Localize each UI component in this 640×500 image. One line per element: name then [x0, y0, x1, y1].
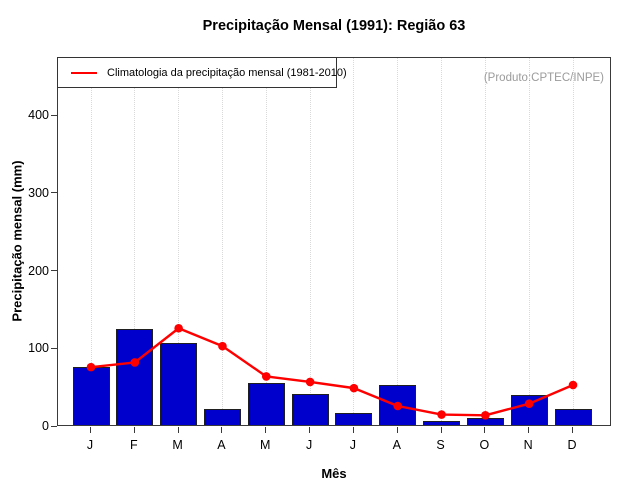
x-tick-label: O — [479, 438, 490, 452]
bar-month-4 — [203, 408, 241, 425]
x-tick — [133, 427, 135, 433]
gridline — [441, 58, 443, 425]
x-tick — [484, 427, 486, 433]
source-annotation: (Produto:CPTEC/INPE) — [483, 72, 604, 84]
x-tick-label: J — [305, 438, 313, 452]
y-tick — [51, 192, 57, 194]
climatology-line-layer — [86, 323, 578, 420]
gridline — [265, 58, 267, 425]
climatology-point — [174, 323, 183, 333]
climatology-point — [349, 383, 359, 393]
legend-line-sample — [71, 71, 97, 74]
bar-month-1 — [72, 367, 110, 425]
x-tick-label: D — [567, 438, 577, 452]
climatology-point — [393, 401, 403, 411]
x-tick — [440, 427, 442, 433]
climatology-point — [568, 380, 578, 390]
gridline — [353, 58, 355, 425]
gridline — [397, 58, 399, 425]
gridline — [572, 58, 574, 425]
y-tick-label: 200 — [28, 263, 49, 278]
climatology-point — [130, 358, 140, 367]
climatology-point — [524, 399, 534, 408]
climatology-point — [86, 362, 96, 372]
gridline — [178, 58, 180, 425]
x-tick — [90, 427, 91, 433]
gridline — [309, 58, 311, 425]
x-tick — [528, 427, 530, 433]
bar-month-6 — [291, 393, 329, 425]
x-tick — [221, 427, 223, 433]
gridline — [134, 58, 136, 425]
x-tick-label: A — [217, 438, 226, 452]
bar-month-5 — [247, 383, 285, 425]
x-tick-label: J — [349, 438, 357, 452]
y-tick — [51, 114, 57, 116]
y-tick — [51, 425, 57, 427]
x-axis-title: Mês — [321, 466, 347, 481]
climatology-line — [90, 327, 574, 417]
x-tick-label: S — [436, 438, 445, 452]
x-tick-label: A — [392, 438, 401, 452]
climatology-point — [481, 411, 490, 420]
y-tick-label: 0 — [42, 419, 49, 433]
x-tick — [572, 427, 574, 433]
x-tick — [177, 427, 179, 433]
bar-month-12 — [554, 408, 592, 425]
y-tick — [51, 347, 57, 349]
x-tick — [309, 427, 311, 433]
x-tick — [352, 427, 354, 433]
y-tick — [51, 270, 57, 271]
x-tick-label: J — [86, 438, 94, 452]
bar-month-7 — [335, 413, 373, 425]
x-tick-label: N — [523, 438, 533, 452]
climatology-point — [305, 377, 315, 387]
bar-month-3 — [160, 343, 198, 425]
legend-label: Climatologia da precipitação mensal (198… — [107, 66, 347, 79]
y-tick-label: 300 — [28, 185, 49, 200]
bar-month-2 — [116, 329, 154, 425]
x-tick-label: M — [260, 438, 271, 452]
climatology-point — [437, 410, 446, 419]
chart-title: Precipitação Mensal (1991): Região 63 — [202, 18, 466, 34]
climatology-point — [261, 372, 271, 381]
plot-area: Climatologia da precipitação mensal (198… — [57, 57, 611, 426]
climatology-point — [218, 341, 227, 351]
x-tick — [265, 427, 267, 433]
x-tick-label: F — [129, 438, 138, 452]
gridline — [484, 58, 486, 425]
y-tick-label: 400 — [28, 108, 49, 122]
legend: Climatologia da precipitação mensal (198… — [57, 57, 347, 88]
gridline — [221, 58, 223, 425]
x-tick — [396, 427, 398, 433]
gridline — [528, 58, 530, 425]
gridline — [90, 58, 92, 425]
x-tick-label: M — [172, 438, 183, 452]
bar-month-9 — [423, 421, 461, 425]
y-tick-label: 100 — [28, 341, 49, 356]
